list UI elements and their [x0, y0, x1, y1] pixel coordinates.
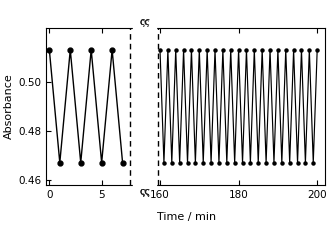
Text: ςς: ςς	[139, 187, 150, 197]
Text: ςς: ςς	[140, 18, 150, 27]
Text: ςς: ςς	[139, 17, 150, 27]
Y-axis label: Absorbance: Absorbance	[4, 73, 14, 139]
Text: ςς: ςς	[140, 187, 150, 196]
Text: Time / min: Time / min	[157, 212, 216, 222]
